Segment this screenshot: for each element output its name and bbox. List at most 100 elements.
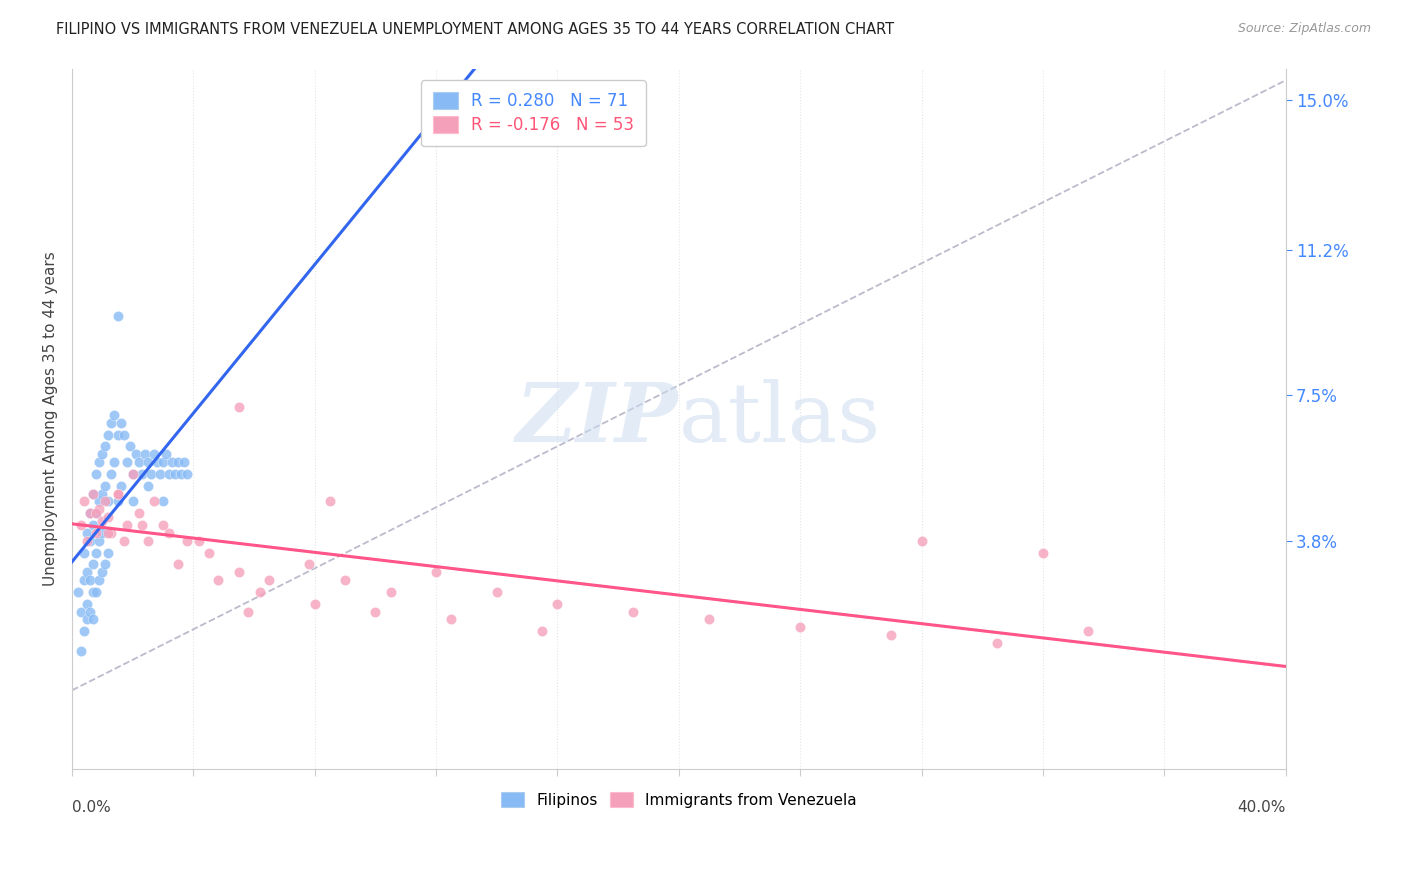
Point xyxy=(257,573,280,587)
Point xyxy=(103,455,125,469)
Point xyxy=(531,624,554,639)
Point xyxy=(73,624,96,639)
Y-axis label: Unemployment Among Ages 35 to 44 years: Unemployment Among Ages 35 to 44 years xyxy=(44,252,58,586)
Point xyxy=(157,467,180,481)
Point xyxy=(94,558,117,572)
Point xyxy=(73,545,96,559)
Point xyxy=(89,502,111,516)
Point xyxy=(84,545,107,559)
Point xyxy=(70,518,93,533)
Point xyxy=(128,506,150,520)
Point xyxy=(82,585,104,599)
Point xyxy=(697,612,720,626)
Point xyxy=(110,478,132,492)
Text: 40.0%: 40.0% xyxy=(1237,799,1285,814)
Point xyxy=(100,525,122,540)
Point xyxy=(298,558,321,572)
Point xyxy=(97,525,120,540)
Point xyxy=(89,533,111,548)
Point xyxy=(152,494,174,508)
Point xyxy=(139,467,162,481)
Point xyxy=(149,467,172,481)
Point xyxy=(70,644,93,658)
Point xyxy=(94,494,117,508)
Point xyxy=(84,506,107,520)
Point xyxy=(107,486,129,500)
Point xyxy=(82,558,104,572)
Point xyxy=(304,597,326,611)
Point xyxy=(79,573,101,587)
Point xyxy=(121,494,143,508)
Point xyxy=(79,605,101,619)
Point xyxy=(173,455,195,469)
Point xyxy=(136,478,159,492)
Point xyxy=(485,585,508,599)
Point xyxy=(134,447,156,461)
Point xyxy=(100,416,122,430)
Point xyxy=(97,510,120,524)
Point xyxy=(157,525,180,540)
Point xyxy=(910,533,932,548)
Point xyxy=(94,439,117,453)
Point xyxy=(118,439,141,453)
Point xyxy=(188,533,211,548)
Point xyxy=(986,636,1008,650)
Point xyxy=(107,310,129,324)
Point xyxy=(136,455,159,469)
Point xyxy=(91,525,114,540)
Point xyxy=(89,494,111,508)
Point xyxy=(110,416,132,430)
Point xyxy=(79,533,101,548)
Point xyxy=(97,545,120,559)
Point xyxy=(84,525,107,540)
Point xyxy=(319,494,342,508)
Point xyxy=(128,455,150,469)
Point xyxy=(112,533,135,548)
Point xyxy=(167,558,190,572)
Point xyxy=(73,573,96,587)
Point xyxy=(380,585,402,599)
Point xyxy=(160,455,183,469)
Point xyxy=(131,467,153,481)
Point xyxy=(197,545,219,559)
Point xyxy=(82,612,104,626)
Point xyxy=(425,566,447,580)
Point xyxy=(79,506,101,520)
Point xyxy=(155,447,177,461)
Point xyxy=(82,486,104,500)
Text: atlas: atlas xyxy=(679,379,882,458)
Point xyxy=(76,597,98,611)
Text: 0.0%: 0.0% xyxy=(72,799,111,814)
Point xyxy=(142,494,165,508)
Point xyxy=(152,455,174,469)
Point xyxy=(125,447,148,461)
Point xyxy=(880,628,903,642)
Point xyxy=(89,573,111,587)
Point xyxy=(176,467,198,481)
Point xyxy=(97,494,120,508)
Point xyxy=(142,447,165,461)
Point xyxy=(165,467,187,481)
Text: ZIP: ZIP xyxy=(516,379,679,458)
Point xyxy=(236,605,259,619)
Point xyxy=(112,427,135,442)
Point xyxy=(97,427,120,442)
Point xyxy=(76,525,98,540)
Point xyxy=(67,585,90,599)
Point xyxy=(121,467,143,481)
Point xyxy=(440,612,463,626)
Point xyxy=(89,455,111,469)
Point xyxy=(94,478,117,492)
Point xyxy=(100,467,122,481)
Point xyxy=(76,566,98,580)
Point xyxy=(84,506,107,520)
Point xyxy=(115,518,138,533)
Point xyxy=(107,486,129,500)
Point xyxy=(207,573,229,587)
Point xyxy=(228,566,250,580)
Point xyxy=(546,597,568,611)
Point xyxy=(176,533,198,548)
Point xyxy=(152,518,174,533)
Point xyxy=(76,612,98,626)
Point xyxy=(170,467,193,481)
